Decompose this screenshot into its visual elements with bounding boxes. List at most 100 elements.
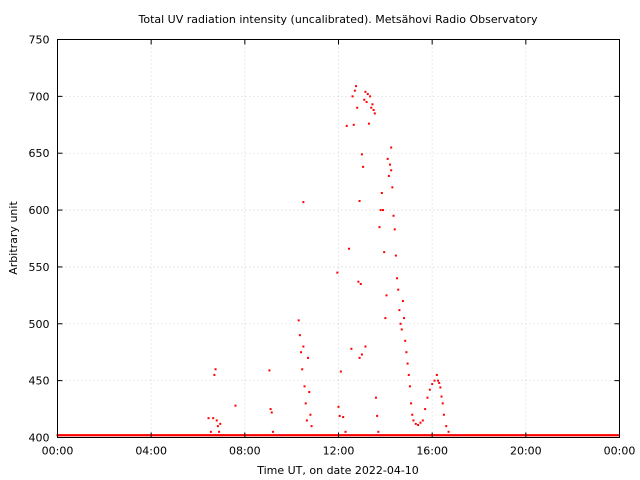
baseline-point — [496, 434, 499, 437]
baseline-point — [512, 434, 515, 437]
baseline-point — [262, 434, 265, 437]
baseline-point — [412, 434, 415, 437]
data-point — [339, 370, 342, 373]
baseline-point — [439, 434, 442, 437]
baseline-point — [245, 434, 248, 437]
baseline-point — [143, 434, 146, 437]
data-point — [380, 192, 383, 195]
baseline-point — [99, 434, 102, 437]
baseline-point — [521, 434, 524, 437]
baseline-point — [305, 434, 308, 437]
y-axis-label: Arbitrary unit — [7, 201, 20, 275]
baseline-point — [508, 434, 511, 437]
baseline-point — [486, 434, 489, 437]
baseline-point — [210, 434, 213, 437]
baseline-point — [220, 434, 223, 437]
baseline-point — [529, 434, 532, 437]
baseline-point — [482, 434, 485, 437]
data-point — [414, 422, 417, 425]
baseline-point — [288, 434, 291, 437]
baseline-point — [78, 434, 81, 437]
data-point — [355, 85, 358, 88]
data-point — [270, 411, 273, 414]
baseline-point — [366, 434, 369, 437]
baseline-point — [265, 434, 268, 437]
baseline-point — [411, 434, 414, 437]
baseline-point — [518, 434, 521, 437]
baseline-point — [173, 434, 176, 437]
baseline-point — [424, 434, 427, 437]
data-point — [440, 395, 443, 398]
baseline-point — [81, 434, 84, 437]
baseline-point — [289, 434, 292, 437]
baseline-point — [471, 434, 474, 437]
baseline-point — [536, 434, 539, 437]
baseline-point — [466, 434, 469, 437]
baseline-point — [464, 434, 467, 437]
baseline-point — [577, 434, 580, 437]
baseline-point — [526, 434, 529, 437]
baseline-point — [347, 434, 350, 437]
baseline-point — [397, 434, 400, 437]
data-points-layer — [56, 85, 620, 437]
baseline-point — [399, 434, 402, 437]
baseline-point — [171, 434, 174, 437]
baseline-point — [352, 434, 355, 437]
baseline-point — [465, 434, 468, 437]
baseline-point — [290, 434, 293, 437]
y-tick-label: 700 — [29, 90, 50, 103]
baseline-point — [93, 434, 96, 437]
baseline-point — [182, 434, 185, 437]
chart-title: Total UV radiation intensity (uncalibrat… — [138, 13, 538, 26]
data-point — [363, 98, 366, 101]
baseline-point — [306, 434, 309, 437]
baseline-point — [468, 434, 471, 437]
data-point — [213, 373, 216, 376]
data-point — [350, 347, 353, 350]
baseline-point — [425, 434, 428, 437]
baseline-point — [92, 434, 95, 437]
data-point — [424, 408, 427, 411]
baseline-point — [544, 434, 547, 437]
baseline-point — [528, 434, 531, 437]
baseline-point — [488, 434, 491, 437]
data-point — [351, 95, 354, 98]
y-axis-ticks: 400 450 500 550 600 650 700 750 — [29, 34, 620, 445]
baseline-point — [563, 434, 566, 437]
baseline-point — [201, 434, 204, 437]
baseline-point — [248, 434, 251, 437]
baseline-point — [123, 434, 126, 437]
baseline-point — [336, 434, 339, 437]
baseline-point — [147, 434, 150, 437]
baseline-point — [177, 434, 180, 437]
baseline-point — [343, 434, 346, 437]
data-point — [392, 214, 395, 217]
baseline-point — [515, 434, 518, 437]
baseline-point — [380, 434, 383, 437]
data-point — [400, 328, 403, 331]
data-point — [437, 379, 440, 382]
baseline-point — [542, 434, 545, 437]
baseline-point — [236, 434, 239, 437]
baseline-point — [73, 434, 76, 437]
baseline-point — [617, 434, 620, 437]
data-point — [381, 209, 384, 212]
baseline-point — [394, 434, 397, 437]
baseline-point — [533, 434, 536, 437]
baseline-point — [601, 434, 604, 437]
baseline-point — [338, 434, 341, 437]
baseline-point — [254, 434, 257, 437]
baseline-point — [603, 434, 606, 437]
baseline-point — [199, 434, 202, 437]
baseline-point — [130, 434, 133, 437]
data-point — [364, 345, 367, 348]
baseline-point — [494, 434, 497, 437]
data-point — [297, 319, 300, 322]
baseline-point — [326, 434, 329, 437]
baseline-point — [167, 434, 170, 437]
baseline-point — [384, 434, 387, 437]
baseline-point — [611, 434, 614, 437]
data-point — [362, 165, 365, 168]
baseline-point — [271, 434, 274, 437]
baseline-point — [505, 434, 508, 437]
